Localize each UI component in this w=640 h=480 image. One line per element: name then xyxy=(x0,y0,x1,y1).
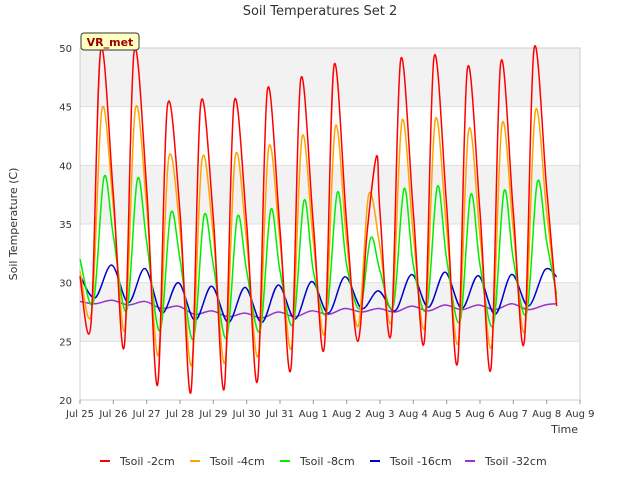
y-tick-label: 30 xyxy=(59,279,72,290)
x-tick-label: Aug 4 xyxy=(399,409,428,420)
x-tick-label: Aug 2 xyxy=(332,409,361,420)
legend-label: Tsoil -2cm xyxy=(119,455,175,468)
legend-label: Tsoil -16cm xyxy=(389,455,452,468)
x-tick-label: Jul 31 xyxy=(265,409,294,420)
x-tick-label: Aug 7 xyxy=(499,409,528,420)
x-tick-label: Jul 26 xyxy=(98,409,127,420)
x-tick-label: Aug 5 xyxy=(432,409,461,420)
legend-label: Tsoil -8cm xyxy=(299,455,355,468)
x-tick-label: Jul 30 xyxy=(232,409,261,420)
x-tick-label: Jul 25 xyxy=(65,409,94,420)
series-line xyxy=(79,45,558,394)
y-tick-label: 40 xyxy=(59,161,72,172)
y-tick-label: 20 xyxy=(59,396,72,407)
plot-area-frame xyxy=(79,47,581,401)
y-tick-label: 45 xyxy=(59,103,72,114)
legend-item: Tsoil -4cm xyxy=(190,455,265,468)
series-layer xyxy=(79,45,558,394)
y-axis-label: Soil Temperature (C) xyxy=(7,168,20,281)
legend-label: Tsoil -4cm xyxy=(209,455,265,468)
x-tick-label: Aug 3 xyxy=(365,409,394,420)
y-tick-label: 25 xyxy=(59,337,72,348)
legend: Tsoil -2cm Tsoil -4cm Tsoil -8cm Tsoil -16c… xyxy=(100,455,547,468)
x-tick-label: Aug 1 xyxy=(299,409,328,420)
legend-item: Tsoil -8cm xyxy=(280,455,355,468)
y-tick-label: 35 xyxy=(59,220,72,231)
chart-title: Soil Temperatures Set 2 xyxy=(243,4,398,19)
x-tick-label: Aug 9 xyxy=(565,409,594,420)
legend-item: Tsoil -16cm xyxy=(370,455,452,468)
background-band xyxy=(80,48,580,107)
legend-item: Tsoil -2cm xyxy=(100,455,175,468)
x-axis-ticks: Jul 25 Jul 26 Jul 27 Jul 28 Jul 29 Jul 30 Jul … xyxy=(65,400,595,420)
x-tick-label: Jul 29 xyxy=(198,409,227,420)
legend-item: Tsoil -32cm xyxy=(465,455,547,468)
x-tick-label: Aug 6 xyxy=(465,409,494,420)
station-label-box: VR_met xyxy=(80,32,140,51)
x-tick-label: Jul 27 xyxy=(132,409,161,420)
x-axis-label: Time xyxy=(550,423,578,436)
y-axis-ticks: 20 25 30 35 40 45 50 xyxy=(59,44,72,407)
station-label: VR_met xyxy=(87,36,134,49)
x-tick-label: Jul 28 xyxy=(165,409,194,420)
legend-label: Tsoil -32cm xyxy=(484,455,547,468)
x-tick-label: Aug 8 xyxy=(532,409,561,420)
y-tick-label: 50 xyxy=(59,44,72,55)
